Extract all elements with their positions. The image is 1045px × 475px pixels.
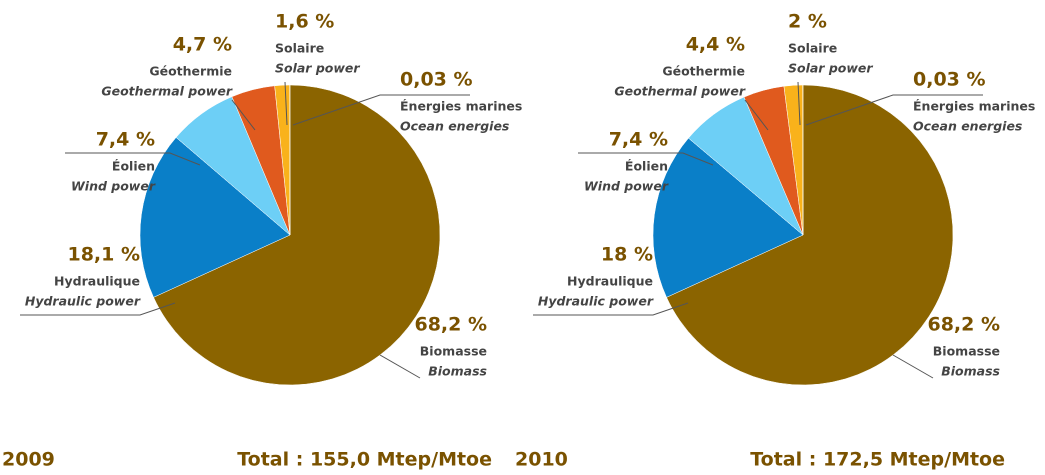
pie-slice — [153, 84, 441, 386]
slice-name-en: Biomass — [941, 364, 1000, 379]
slice-name: Géothermie — [662, 64, 745, 79]
slice-percent: 4,7 % — [173, 34, 232, 56]
slice-name: Énergies marines — [913, 99, 1035, 114]
slice-percent: 0,03 % — [913, 69, 986, 91]
leader-line — [65, 152, 201, 166]
slice-percent: 0,03 % — [400, 69, 473, 91]
leader-line — [231, 99, 256, 131]
leader-line — [292, 94, 470, 126]
slice-name: Géothermie — [149, 64, 232, 79]
slice-name-en: Biomass — [428, 364, 487, 379]
slice-name-en: Wind power — [71, 179, 156, 194]
slice-name: Biomasse — [420, 344, 487, 359]
leader-line — [744, 99, 769, 131]
leader-line — [892, 354, 934, 379]
slice-percent: 4,4 % — [686, 34, 745, 56]
slice-name: Hydraulique — [54, 274, 140, 289]
slice-name: Solaire — [788, 41, 837, 56]
slice-name-en: Ocean energies — [400, 119, 509, 134]
pie-slice — [666, 84, 954, 386]
slice-percent: 18,1 % — [67, 244, 140, 266]
pie-slice — [652, 137, 804, 298]
year: 2010 — [515, 449, 568, 471]
slice-name-en: Ocean energies — [913, 119, 1022, 134]
slice-name-en: Geothermal power — [101, 84, 232, 99]
slice-percent: 2 % — [788, 11, 827, 33]
year: 2009 — [2, 449, 55, 471]
slice-name-en: Solar power — [788, 61, 873, 76]
total: Total : 172,5 Mtep/Mtoe — [750, 449, 1005, 471]
leader-line — [805, 94, 983, 126]
slice-percent: 1,6 % — [275, 11, 334, 33]
slice-name: Solaire — [275, 41, 324, 56]
slice-percent: 18 % — [601, 244, 653, 266]
slice-name: Éolien — [625, 159, 668, 174]
slice-percent: 68,2 % — [414, 314, 487, 336]
slice-name-en: Solar power — [275, 61, 360, 76]
slice-percent: 68,2 % — [927, 314, 1000, 336]
slice-percent: 7,4 % — [96, 129, 155, 151]
leader-line — [20, 302, 176, 316]
total: Total : 155,0 Mtep/Mtoe — [237, 449, 492, 471]
slice-name: Énergies marines — [400, 99, 522, 114]
leader-line — [284, 81, 288, 126]
slice-name-en: Hydraulic power — [25, 294, 141, 309]
slice-name-en: Hydraulic power — [538, 294, 654, 309]
slice-name-en: Geothermal power — [614, 84, 745, 99]
slice-name-en: Wind power — [584, 179, 669, 194]
leader-line — [578, 152, 714, 166]
pie-slice — [139, 137, 291, 298]
slice-name: Éolien — [112, 159, 155, 174]
leader-line — [379, 354, 421, 379]
slice-name: Biomasse — [933, 344, 1000, 359]
slice-percent: 7,4 % — [609, 129, 668, 151]
leader-line — [533, 302, 689, 316]
slice-name: Hydraulique — [567, 274, 653, 289]
leader-line — [797, 81, 801, 126]
